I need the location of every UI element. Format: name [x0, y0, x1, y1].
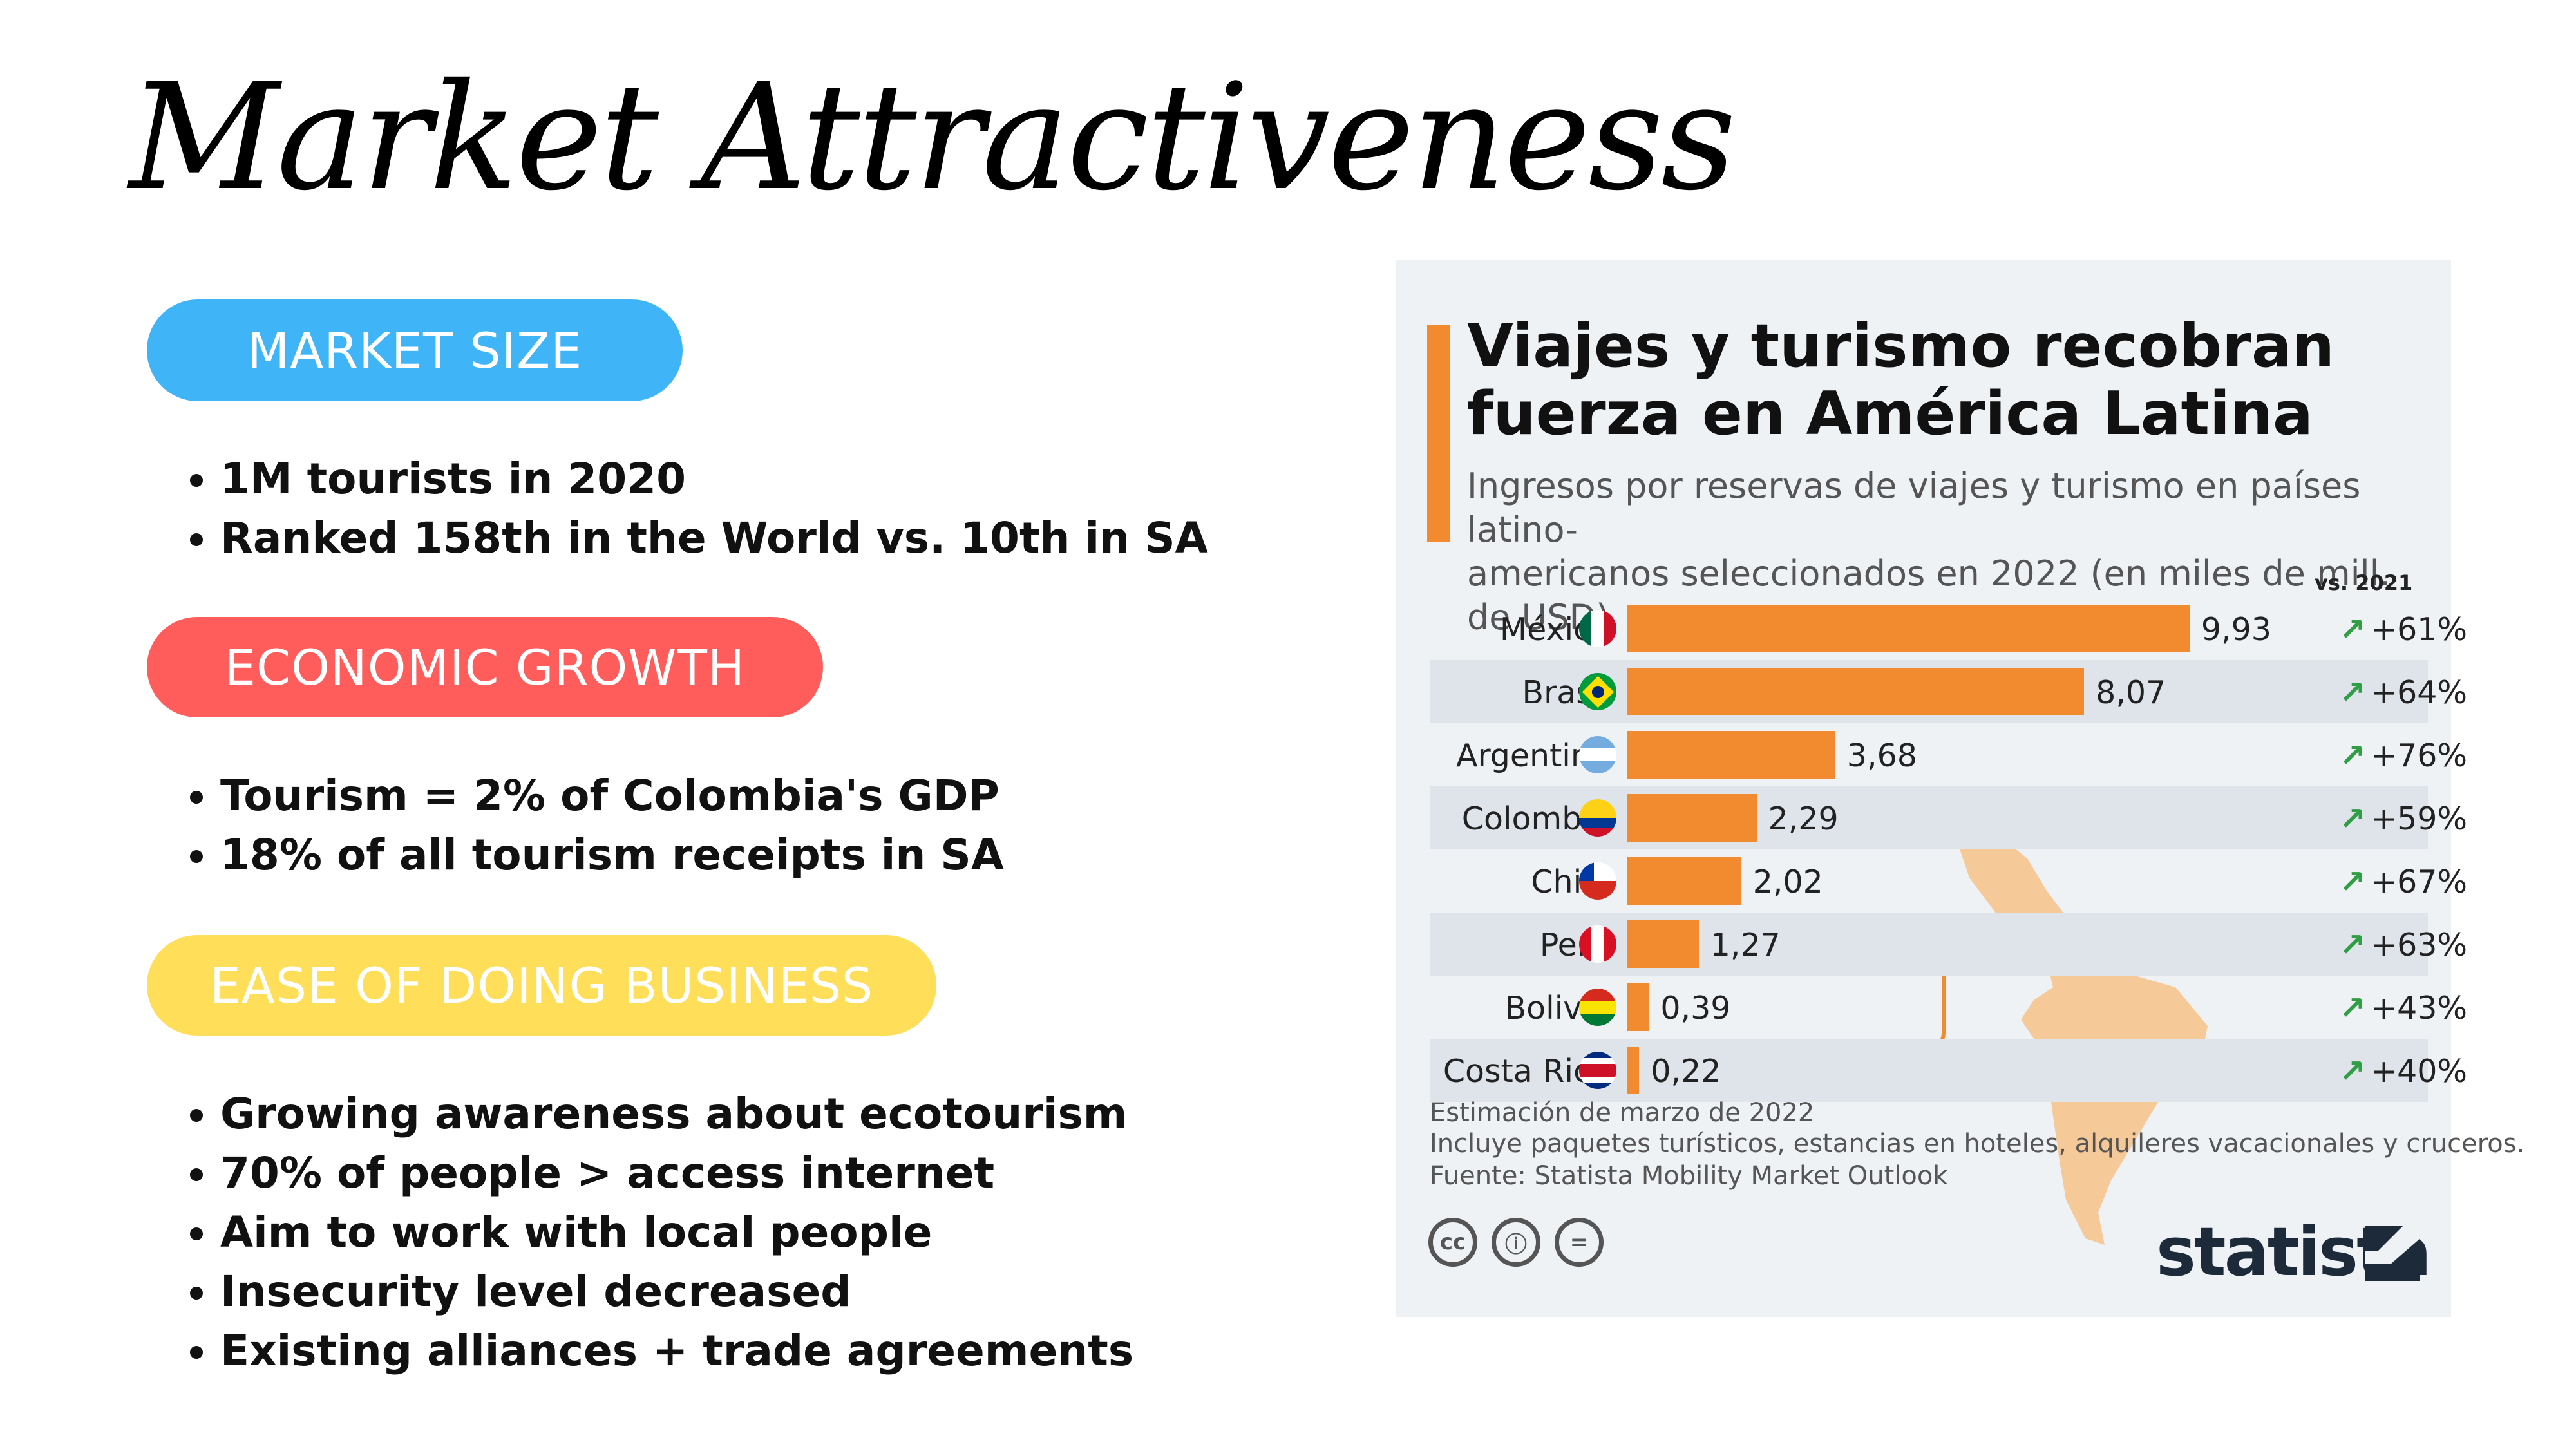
- bolivia-flag-icon: [1579, 989, 1616, 1026]
- list-item: 70% of people > access internet: [220, 1144, 1133, 1203]
- infographic-subtitle-line: Ingresos por reservas de viajes y turism…: [1467, 466, 2361, 550]
- value-label: 8,07: [2096, 674, 2166, 711]
- value-label: 0,39: [1660, 990, 1731, 1027]
- argentina-flag-icon: [1579, 736, 1616, 773]
- list-item: Tourism = 2% of Colombia's GDP: [220, 766, 1004, 826]
- footnote: Estimación de marzo de 2022: [1430, 1098, 1815, 1128]
- ease-of-business-list: Growing awareness about ecotourism 70% o…: [187, 1084, 1133, 1381]
- infographic-subtitle: Ingresos por reservas de viajes y turism…: [1467, 464, 2433, 639]
- infographic-title: Viajes y turismo recobran fuerza en Amér…: [1467, 312, 2433, 448]
- value-label: 1,27: [1710, 927, 1781, 963]
- list-item: 1M tourists in 2020: [220, 450, 1208, 509]
- change-value: ↗ +64%: [2339, 674, 2468, 711]
- bar: [1627, 857, 1741, 905]
- bar: [1627, 920, 1699, 968]
- change-value: ↗ +63%: [2339, 927, 2468, 963]
- bar: [1627, 605, 2190, 652]
- list-item: Existing alliances + trade agreements: [220, 1321, 1133, 1381]
- list-item: 18% of all tourism receipts in SA: [220, 826, 1004, 885]
- value-label: 0,22: [1651, 1053, 1721, 1090]
- value-label: 2,02: [1752, 864, 1823, 900]
- infographic-title-line: Viajes y turismo recobran: [1467, 311, 2334, 381]
- trend-up-icon: ↗: [2339, 737, 2366, 774]
- infographic-subtitle-line: americanos seleccionados en 2022 (en mil…: [1467, 553, 2391, 638]
- change-value: ↗ +76%: [2339, 737, 2468, 774]
- trend-up-icon: ↗: [2339, 927, 2366, 963]
- change-value: ↗ +61%: [2339, 611, 2468, 648]
- source-note: Fuente: Statista Mobility Market Outlook: [1430, 1161, 1948, 1191]
- cc-icon: cc: [1428, 1218, 1477, 1267]
- market-size-list: 1M tourists in 2020 Ranked 158th in the …: [187, 450, 1208, 568]
- list-item: Growing awareness about ecotourism: [220, 1084, 1133, 1144]
- statista-infographic: Viajes y turismo recobran fuerza en Amér…: [1396, 260, 2524, 1317]
- change-value: ↗ +43%: [2339, 990, 2468, 1027]
- chile-flag-icon: [1579, 862, 1616, 900]
- table-row: Brasil 8,07 ↗ +64%: [1430, 660, 2467, 723]
- change-value: ↗ +40%: [2339, 1053, 2468, 1090]
- table-row: México 9,93 ↗ +61%: [1430, 597, 2467, 660]
- mexico-flag-icon: [1579, 610, 1616, 647]
- page-title: Market Attractiveness: [129, 52, 1736, 223]
- colombia-flag-icon: [1579, 799, 1616, 837]
- list-item: Ranked 158th in the World vs. 10th in SA: [220, 509, 1208, 568]
- trend-up-icon: ↗: [2339, 1053, 2366, 1090]
- list-item: Insecurity level decreased: [220, 1262, 1133, 1321]
- trend-up-icon: ↗: [2339, 990, 2366, 1027]
- economic-growth-badge: ECONOMIC GROWTH: [147, 617, 823, 717]
- table-row: Chile 2,02 ↗ +67%: [1430, 849, 2467, 913]
- bar-chart: México 9,93 ↗ +61% Brasil 8,07 ↗ +64% Arge…: [1430, 597, 2467, 1102]
- trend-up-icon: ↗: [2339, 864, 2366, 900]
- bar: [1627, 668, 2085, 715]
- table-row: Colombia 2,29 ↗ +59%: [1430, 786, 2467, 849]
- value-label: 3,68: [1846, 737, 1917, 774]
- list-item: Aim to work with local people: [220, 1203, 1133, 1262]
- change-header: vs. 2021: [2315, 571, 2413, 595]
- trend-up-icon: ↗: [2339, 611, 2366, 648]
- peru-flag-icon: [1579, 925, 1616, 963]
- brazil-flag-icon: [1579, 673, 1616, 710]
- change-value: ↗ +67%: [2339, 864, 2468, 900]
- footnote: Incluye paquetes turísticos, estancias e…: [1430, 1129, 2525, 1159]
- change-value: ↗ +59%: [2339, 800, 2468, 837]
- table-row: Bolivia 0,39 ↗ +43%: [1430, 976, 2467, 1039]
- ease-of-business-badge: EASE OF DOING BUSINESS: [147, 935, 936, 1036]
- bar: [1627, 794, 1757, 842]
- table-row: Argentina 3,68 ↗ +76%: [1430, 723, 2467, 786]
- infographic-title-line: fuerza en América Latina: [1467, 379, 2313, 448]
- table-row: Perú 1,27 ↗ +63%: [1430, 913, 2467, 976]
- trend-up-icon: ↗: [2339, 674, 2366, 711]
- bar: [1627, 1046, 1640, 1094]
- title-accent-bar: [1427, 325, 1450, 542]
- bar: [1627, 731, 1835, 779]
- market-size-badge: MARKET SIZE: [147, 299, 683, 401]
- bar: [1627, 983, 1649, 1031]
- trend-up-icon: ↗: [2339, 800, 2366, 837]
- costa-rica-flag-icon: [1579, 1052, 1616, 1089]
- economic-growth-list: Tourism = 2% of Colombia's GDP 18% of al…: [187, 766, 1004, 885]
- value-label: 9,93: [2201, 611, 2271, 648]
- equals-icon: =: [1555, 1218, 1604, 1267]
- table-row: Costa Rica 0,22 ↗ +40%: [1430, 1039, 2467, 1102]
- person-icon: ⓘ: [1492, 1218, 1540, 1267]
- statista-logo-mark-icon: [2365, 1226, 2420, 1281]
- value-label: 2,29: [1768, 800, 1839, 837]
